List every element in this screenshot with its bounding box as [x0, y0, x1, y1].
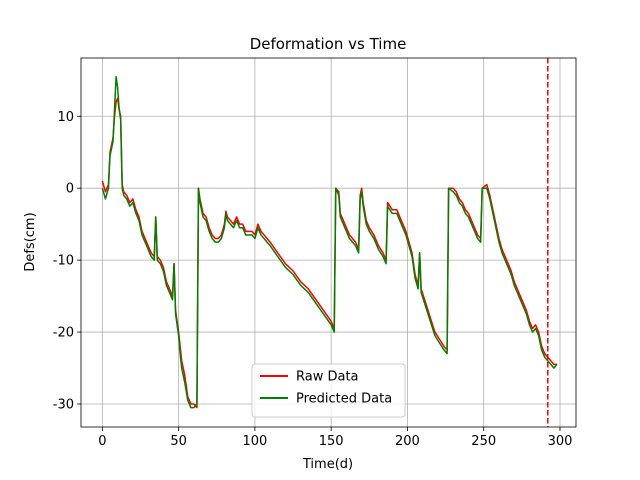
- x-tick-label: 50: [170, 434, 187, 449]
- legend-label: Raw Data: [296, 370, 359, 385]
- x-tick-label: 150: [319, 434, 344, 449]
- chart-title: Deformation vs Time: [250, 35, 407, 53]
- y-axis-label: Defs(cm): [23, 212, 38, 271]
- data-line: [101, 75, 558, 409]
- y-tick-label: -30: [53, 397, 74, 412]
- x-tick-label: 250: [471, 434, 496, 449]
- x-axis-label: Time(d): [302, 457, 353, 472]
- x-tick-label: 300: [548, 434, 573, 449]
- y-tick-label: -20: [53, 326, 74, 341]
- y-tick-label: 10: [57, 110, 74, 125]
- x-tick-label: 0: [98, 434, 106, 449]
- axes-frame: [80, 57, 577, 428]
- y-tick-label: 0: [66, 182, 74, 197]
- x-tick-label: 200: [395, 434, 420, 449]
- legend-label: Predicted Data: [296, 392, 392, 407]
- legend-box: [251, 363, 406, 418]
- legend: Raw Data Predicted Data: [251, 363, 406, 418]
- y-tick-label: -10: [53, 254, 74, 269]
- x-tick-label: 100: [242, 434, 267, 449]
